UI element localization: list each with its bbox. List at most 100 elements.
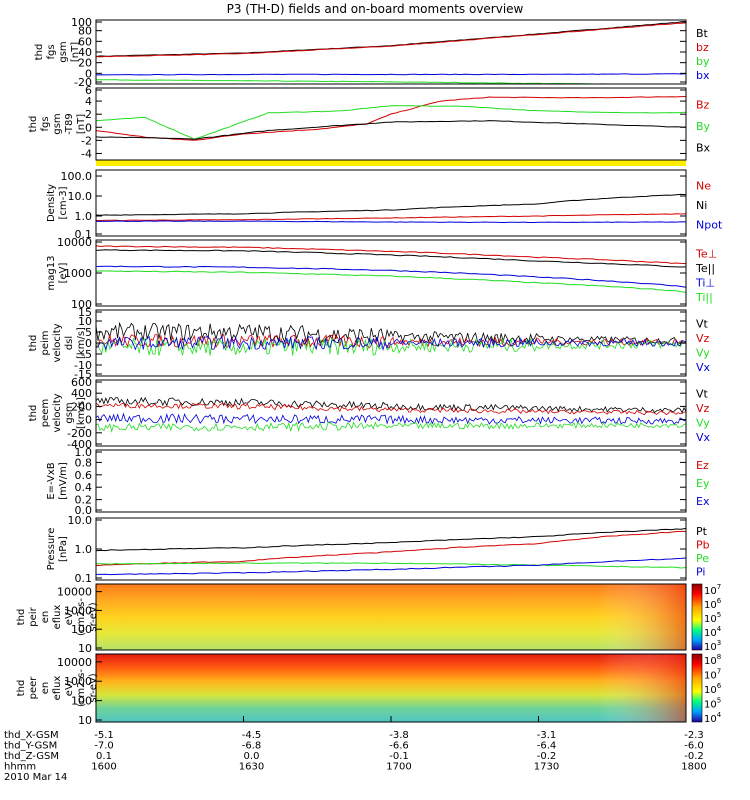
ytick-label: 100.0 bbox=[61, 170, 93, 183]
ylabel: [cm-3] bbox=[58, 186, 69, 219]
series-line-bz bbox=[95, 22, 687, 58]
legend-pe: Pe bbox=[696, 552, 709, 565]
xaxis-row-label: hhmm bbox=[4, 762, 36, 773]
xaxis-row-label: thd_X-GSM bbox=[4, 730, 59, 741]
series-line-ni bbox=[95, 193, 687, 216]
ylabel: [km/s] bbox=[76, 327, 87, 359]
legend-ni: Ni bbox=[696, 199, 707, 212]
ylabel: gsm bbox=[64, 402, 75, 423]
colorbar-tick: 108 bbox=[704, 653, 721, 667]
ytick-label: -10 bbox=[74, 359, 92, 372]
colorbar-tick: 104 bbox=[704, 711, 722, 725]
legend-bx: Bx bbox=[696, 141, 711, 154]
ylabel: gsm bbox=[58, 41, 69, 62]
ylabel: fgs bbox=[40, 116, 51, 131]
ylabel: peir bbox=[28, 606, 39, 626]
ylabel: thd bbox=[28, 116, 39, 133]
ytick-label: 0 bbox=[85, 337, 92, 350]
panel-frame bbox=[95, 583, 687, 651]
ylabel: velocity bbox=[52, 323, 63, 362]
panel-frame bbox=[95, 517, 687, 581]
ytick-label: 0 bbox=[85, 121, 92, 134]
ytick-label: 10 bbox=[78, 714, 92, 727]
legend-ez: Ez bbox=[696, 459, 709, 472]
legend-vz: Vz bbox=[696, 332, 710, 345]
xaxis-row-label: thd_Y-GSM bbox=[4, 741, 57, 752]
colorbar-tick: 104 bbox=[704, 625, 722, 639]
ylabel: velocity bbox=[52, 393, 63, 432]
ytick-label: 600 bbox=[71, 376, 92, 389]
xaxis-value: -6.0 bbox=[684, 741, 704, 752]
ytick-label: -20 bbox=[74, 76, 92, 89]
xaxis-value: 0.1 bbox=[96, 751, 112, 762]
panel-frame bbox=[95, 379, 687, 447]
legend-ti||: Ti|| bbox=[695, 291, 713, 304]
ytick-label: 10000 bbox=[57, 236, 92, 249]
ytick-label: 2 bbox=[85, 108, 92, 121]
series-line-bt bbox=[95, 21, 687, 57]
ytick-label: 1.0 bbox=[75, 543, 93, 556]
ylabel: peer bbox=[28, 676, 39, 700]
series-line-ti⊥ bbox=[95, 265, 687, 288]
xaxis-value: 1600 bbox=[91, 762, 116, 773]
ylabel: [nT] bbox=[70, 42, 81, 62]
series-line-vx bbox=[95, 335, 687, 352]
ytick-label: 200 bbox=[71, 400, 92, 413]
legend-ti⊥: Ti⊥ bbox=[695, 276, 715, 289]
ylabel: eV/ bbox=[64, 608, 75, 625]
ylabel: (cm2-s- bbox=[76, 598, 87, 636]
series-line-vx bbox=[95, 412, 687, 425]
legend-vz: Vz bbox=[696, 402, 710, 415]
series-line-pt bbox=[95, 527, 687, 552]
ytick-label: 10000 bbox=[57, 656, 92, 669]
xaxis-value: -3.1 bbox=[537, 730, 557, 741]
series-line-by bbox=[95, 79, 686, 85]
colorbar-tick: 106 bbox=[704, 597, 722, 611]
series-line-ti|| bbox=[95, 270, 687, 293]
colorbar-tick: 105 bbox=[704, 611, 721, 625]
status-bar bbox=[96, 160, 686, 166]
xaxis-value: -0.1 bbox=[389, 751, 409, 762]
legend-bx: bx bbox=[696, 69, 710, 82]
ytick-label: 0.1 bbox=[75, 572, 93, 585]
ylabel: sr-eV) bbox=[88, 602, 99, 631]
xaxis-value: -0.2 bbox=[684, 751, 704, 762]
ytick-label: 0.6 bbox=[75, 469, 93, 482]
spectrogram-overlay bbox=[96, 654, 686, 722]
panel-4: 10000 1000 100 Te⊥ Te||Ti⊥ Ti|| mag13 [eV] bbox=[46, 236, 717, 311]
ytick-label: 0 bbox=[85, 67, 92, 80]
ytick-label: 0.8 bbox=[75, 456, 93, 469]
ytick-label: 5 bbox=[85, 326, 92, 339]
panel-frame bbox=[95, 19, 687, 85]
colorbar-tick: 107 bbox=[704, 583, 721, 597]
ytick-label: 0.2 bbox=[75, 494, 93, 507]
colorbar bbox=[691, 583, 703, 651]
ylabel: thd bbox=[28, 335, 39, 352]
series-line-bx bbox=[95, 120, 687, 140]
legend-bt: Bt bbox=[696, 27, 709, 40]
colorbar-tick: 105 bbox=[704, 697, 721, 711]
xaxis-value: -2.3 bbox=[684, 730, 704, 741]
ylabel: en bbox=[40, 682, 51, 695]
ytick-label: 1000 bbox=[64, 267, 92, 280]
ylabel: [eV] bbox=[58, 263, 69, 284]
series-line-te|| bbox=[95, 249, 687, 268]
ytick-label: 1.0 bbox=[75, 446, 93, 459]
xaxis-value: 1700 bbox=[386, 762, 411, 773]
series-line-pb bbox=[95, 530, 686, 567]
ytick-label: 100 bbox=[71, 298, 92, 311]
series-line-te⊥ bbox=[95, 245, 687, 265]
colorbar-tick: 107 bbox=[704, 668, 721, 682]
ytick-label: 100 bbox=[71, 695, 92, 708]
xaxis-value: -6.4 bbox=[537, 741, 557, 752]
xaxis-value: -4.5 bbox=[242, 730, 262, 741]
xaxis-value: 1730 bbox=[534, 762, 559, 773]
series-line-npot bbox=[96, 220, 687, 224]
ytick-label: 6 bbox=[85, 84, 92, 97]
ytick-label: 100 bbox=[71, 623, 92, 636]
ytick-label: 1000 bbox=[64, 604, 92, 617]
